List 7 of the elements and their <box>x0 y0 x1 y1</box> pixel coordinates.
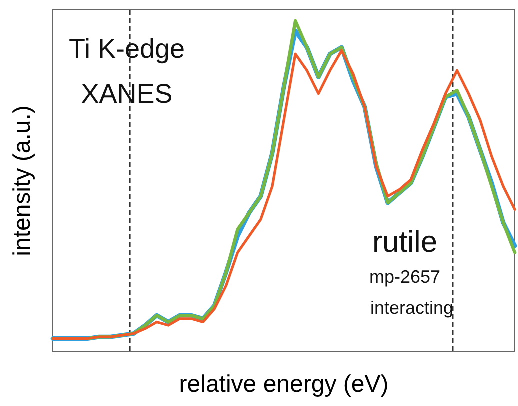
annotation: Ti K-edge <box>68 34 186 64</box>
annotation: XANES <box>81 79 173 109</box>
annotation: rutile <box>372 226 438 259</box>
annotation: mp-2657 <box>369 267 441 287</box>
annotation: interacting <box>370 298 454 318</box>
y-axis-title: intensity (a.u.) <box>9 106 36 256</box>
x-axis-title: relative energy (eV) <box>179 371 389 398</box>
